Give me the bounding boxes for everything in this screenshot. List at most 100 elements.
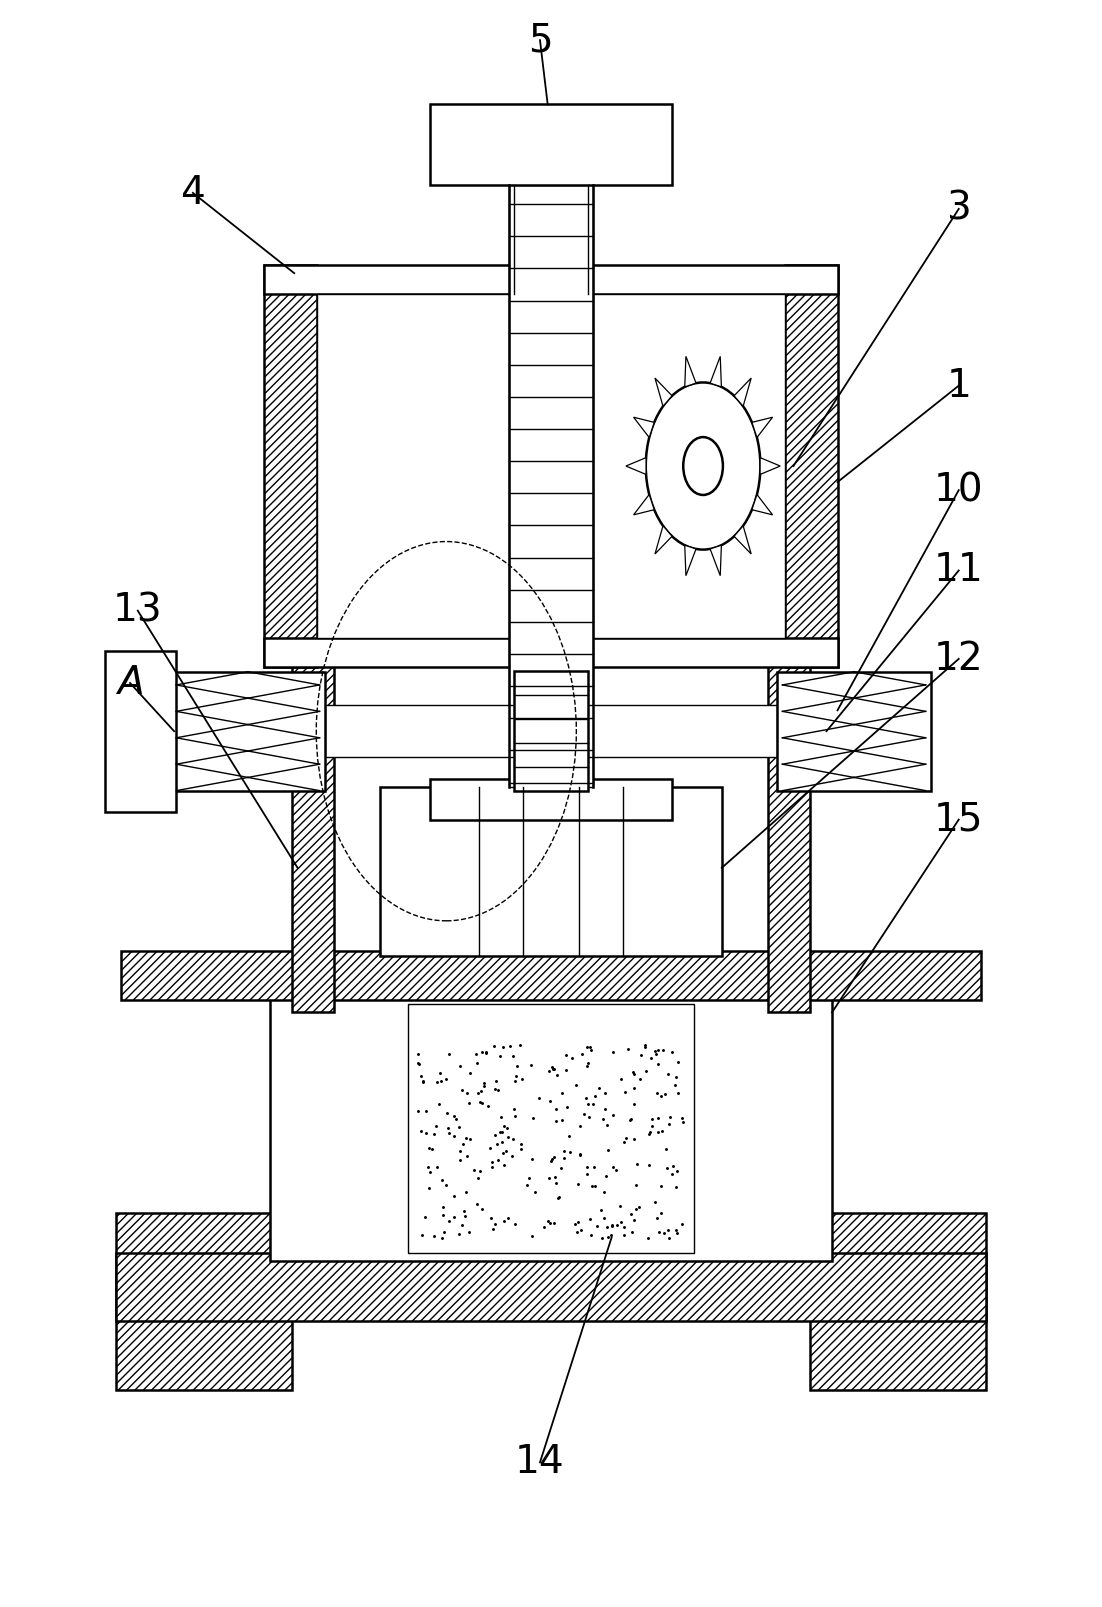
Bar — [116, 1213, 292, 1390]
Point — [549, 1186, 566, 1212]
Point — [457, 1125, 475, 1151]
Point — [594, 1226, 612, 1252]
Point — [434, 1202, 452, 1228]
Point — [566, 1212, 584, 1237]
Point — [586, 1173, 604, 1199]
Point — [669, 1159, 687, 1184]
Point — [530, 1085, 548, 1110]
Point — [603, 1213, 620, 1239]
Point — [631, 1067, 649, 1093]
Point — [433, 1226, 451, 1252]
Bar — [509, 185, 593, 787]
Polygon shape — [655, 378, 672, 407]
Point — [498, 1115, 516, 1141]
Point — [462, 1127, 479, 1152]
Point — [626, 1061, 644, 1086]
Point — [522, 1146, 540, 1172]
Point — [571, 1114, 588, 1139]
Point — [428, 1154, 445, 1180]
Text: 12: 12 — [933, 640, 984, 678]
Point — [667, 1216, 684, 1242]
Point — [417, 1098, 434, 1123]
Text: 5: 5 — [528, 21, 552, 59]
Point — [472, 1159, 489, 1184]
Point — [674, 1109, 692, 1135]
Point — [660, 1216, 678, 1242]
Bar — [270, 980, 832, 1261]
Point — [440, 1041, 457, 1067]
Point — [581, 1035, 598, 1061]
Point — [644, 1107, 661, 1133]
Point — [624, 1218, 641, 1244]
Point — [433, 1167, 451, 1192]
Point — [479, 1093, 497, 1118]
Point — [657, 1082, 674, 1107]
Polygon shape — [760, 458, 780, 474]
Point — [548, 1107, 565, 1133]
Point — [581, 1104, 598, 1130]
Point — [553, 1107, 571, 1133]
Point — [439, 1115, 456, 1141]
Point — [491, 1043, 509, 1069]
Bar — [325, 705, 777, 757]
Point — [425, 1120, 443, 1146]
Point — [410, 1051, 428, 1077]
Point — [520, 1165, 538, 1191]
Point — [413, 1221, 431, 1247]
Point — [545, 1144, 563, 1170]
Point — [540, 1165, 558, 1191]
Point — [544, 1056, 562, 1082]
Point — [637, 1032, 655, 1057]
Polygon shape — [752, 495, 773, 514]
Point — [412, 1064, 430, 1090]
Point — [445, 1183, 463, 1208]
Point — [594, 1106, 612, 1131]
Ellipse shape — [646, 382, 760, 550]
Point — [619, 1037, 637, 1062]
Point — [409, 1099, 426, 1125]
Point — [409, 1041, 426, 1067]
Point — [625, 1127, 642, 1152]
Point — [473, 1090, 490, 1115]
Polygon shape — [710, 357, 722, 387]
Ellipse shape — [683, 437, 723, 495]
Point — [615, 1130, 633, 1155]
Point — [445, 1104, 463, 1130]
Point — [518, 1173, 536, 1199]
Point — [501, 1033, 519, 1059]
Point — [436, 1173, 454, 1199]
Point — [658, 1136, 676, 1162]
Point — [507, 1062, 525, 1088]
Point — [577, 1053, 595, 1078]
Point — [487, 1069, 505, 1094]
Bar — [408, 1004, 694, 1253]
Point — [437, 1065, 455, 1091]
Point — [573, 1041, 591, 1067]
Point — [640, 1152, 658, 1178]
Point — [558, 1043, 575, 1069]
Point — [505, 1127, 522, 1152]
Polygon shape — [634, 418, 655, 437]
Point — [596, 1080, 614, 1106]
Point — [489, 1077, 507, 1102]
Point — [428, 1114, 445, 1139]
Point — [454, 1212, 472, 1237]
Point — [439, 1101, 456, 1127]
Point — [543, 1146, 561, 1172]
Point — [419, 1154, 436, 1180]
Point — [595, 1205, 613, 1231]
Point — [583, 1221, 601, 1247]
Point — [495, 1114, 512, 1139]
Point — [480, 1135, 498, 1160]
Point — [465, 1157, 483, 1183]
Point — [435, 1218, 453, 1244]
Point — [652, 1173, 670, 1199]
Bar — [292, 659, 334, 1012]
Point — [504, 1143, 521, 1168]
Point — [488, 1131, 506, 1157]
Point — [613, 1208, 630, 1234]
Polygon shape — [684, 545, 696, 575]
Point — [646, 1189, 663, 1215]
Point — [561, 1123, 579, 1149]
Point — [469, 1080, 487, 1106]
